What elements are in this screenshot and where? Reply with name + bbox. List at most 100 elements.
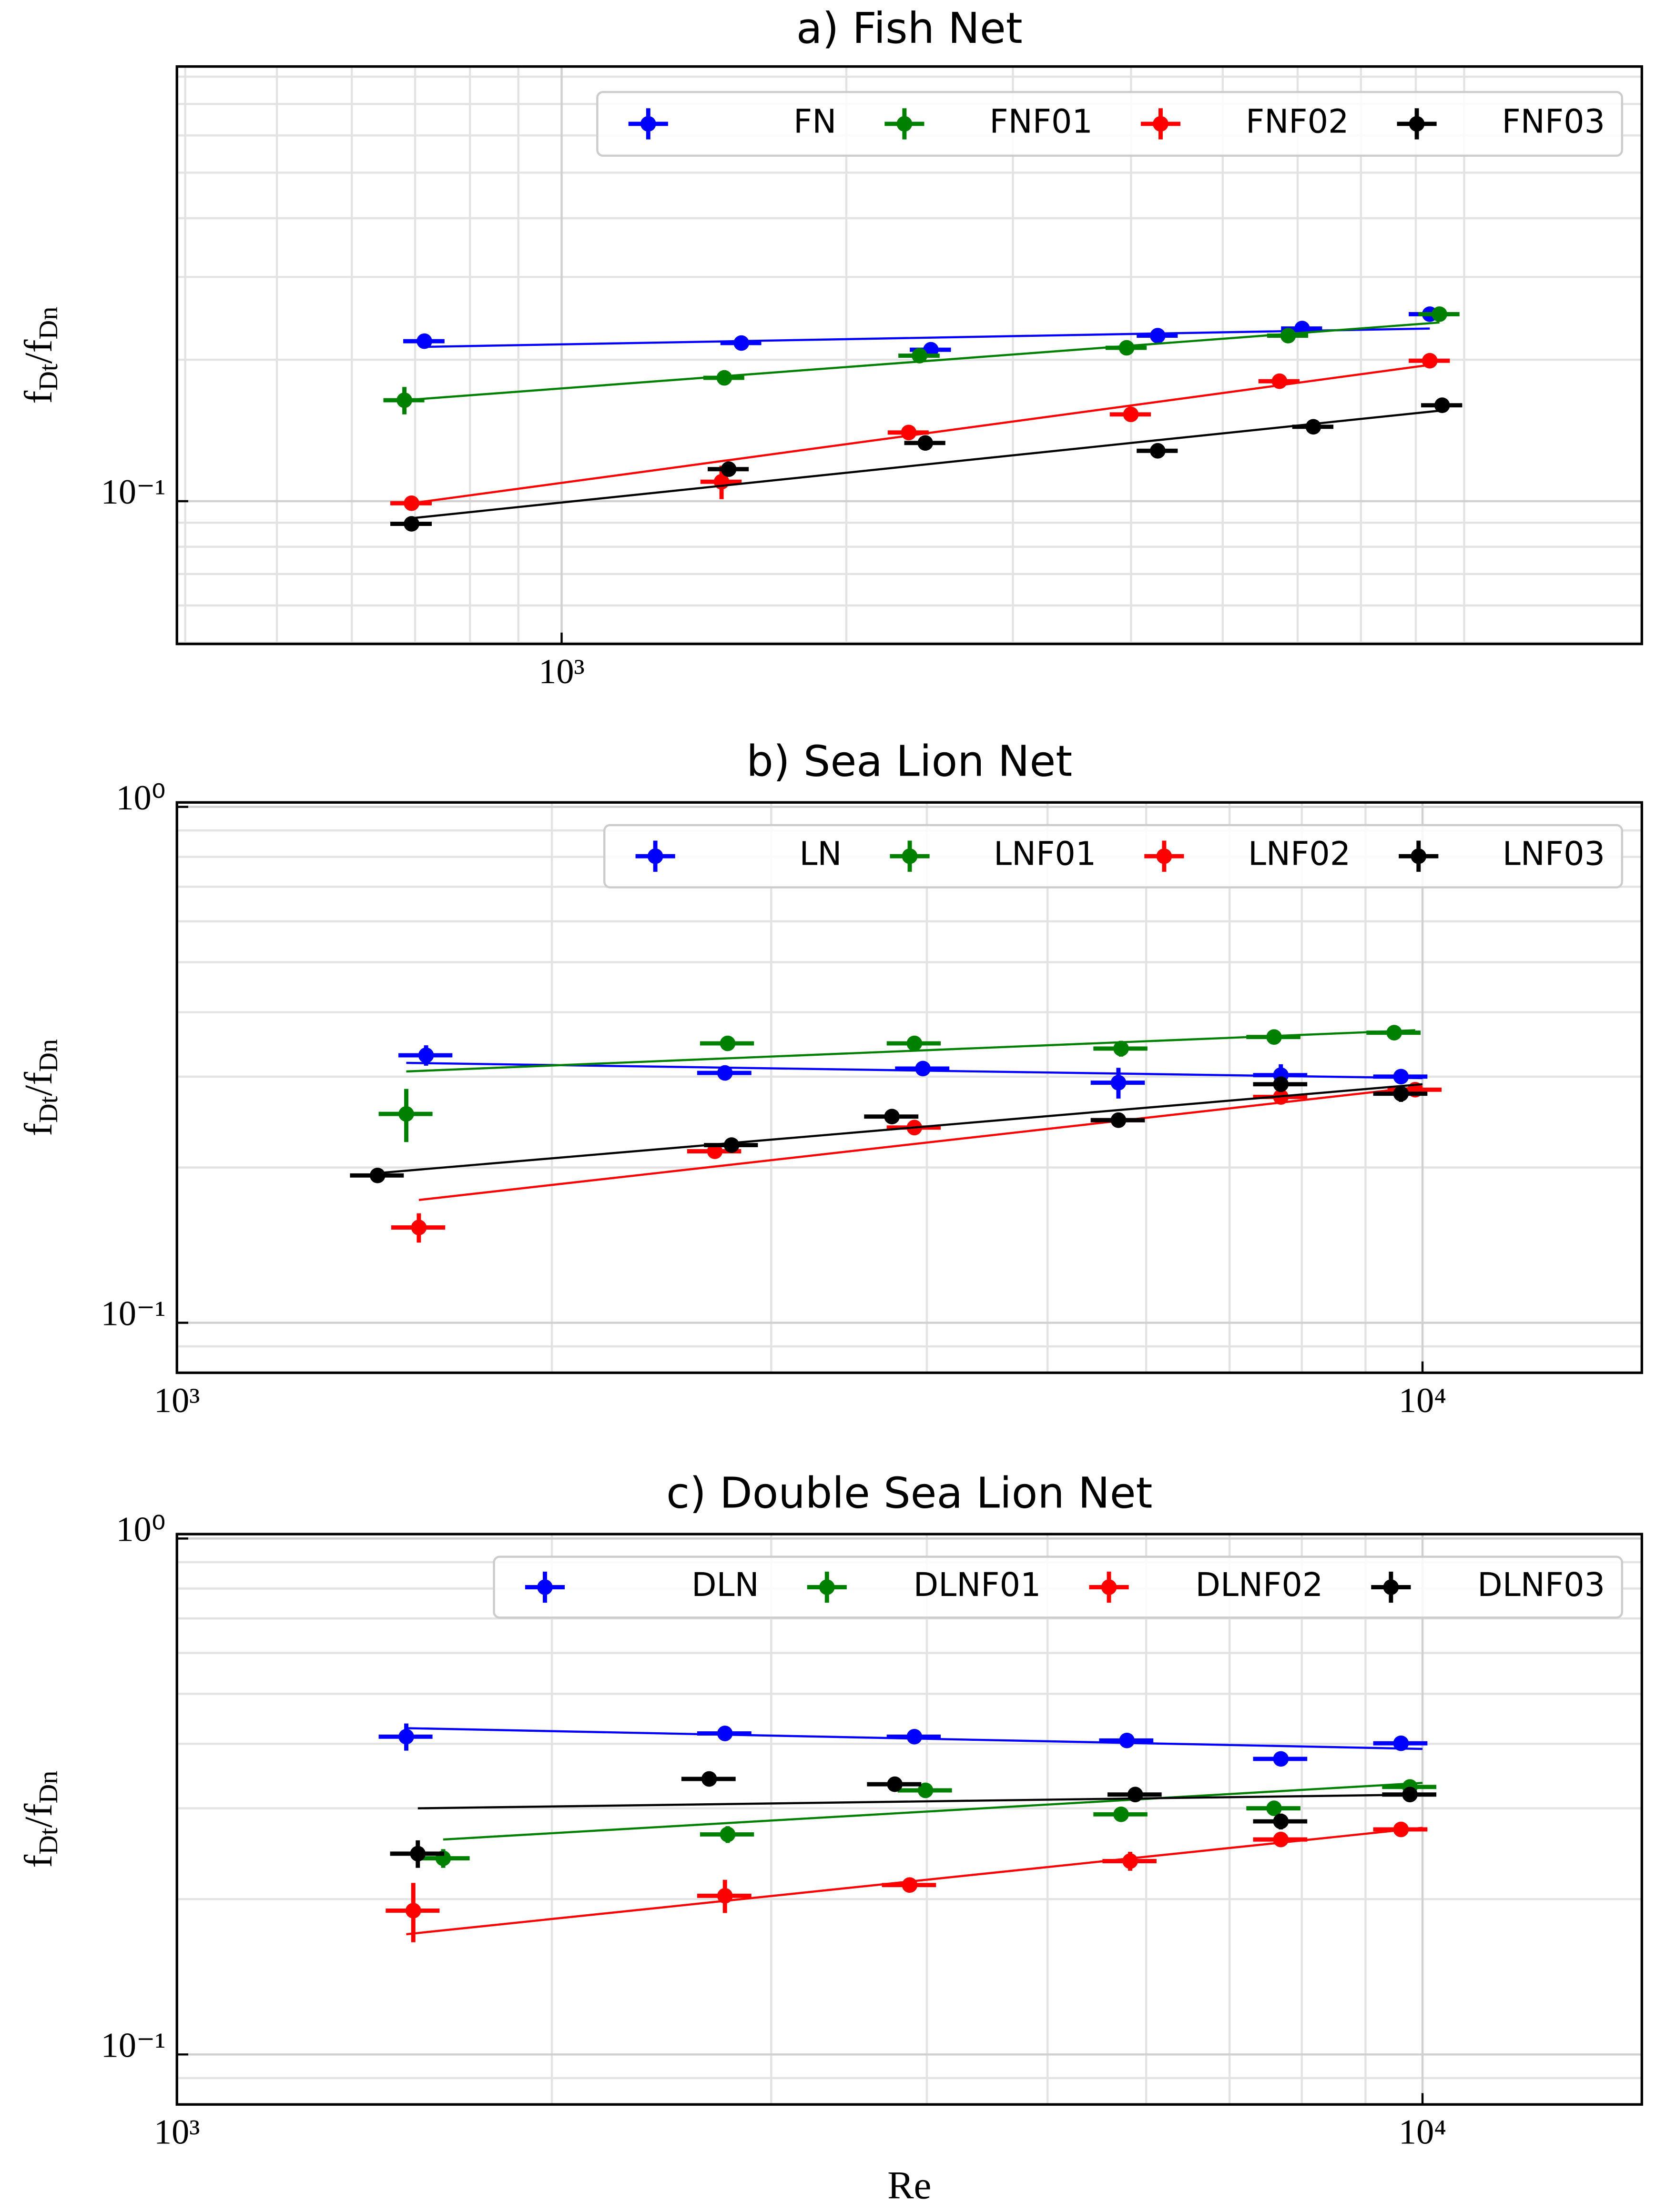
legend-marker	[647, 848, 663, 864]
panel: c) Double Sea Lion Net 10³ 10⁴ 10⁻¹ 10⁰ fDt/f…	[16, 1468, 1643, 2207]
legend-label: DLNF02	[1195, 1566, 1323, 1604]
data-point	[1113, 1040, 1129, 1057]
legend-label: FNF01	[989, 103, 1093, 141]
data-point	[1113, 1807, 1129, 1822]
data-point	[405, 1903, 421, 1919]
y-tick-label: 10⁻¹	[101, 2026, 166, 2065]
data-point	[1393, 1069, 1409, 1085]
legend-marker	[1153, 116, 1168, 132]
legend-label: LN	[799, 836, 842, 873]
legend-label: FN	[793, 103, 836, 141]
data-point	[915, 1061, 931, 1077]
data-point	[1271, 373, 1288, 389]
y-axis-label: fDt/fDn	[16, 1771, 63, 1868]
data-point	[1422, 353, 1438, 369]
data-point	[410, 1846, 426, 1862]
x-tick-label: 10⁴	[1399, 2113, 1446, 2152]
data-point	[398, 1106, 414, 1122]
x-tick-label: 10³	[538, 652, 585, 691]
legend-box	[596, 91, 1623, 157]
data-point	[902, 1877, 918, 1893]
data-point	[717, 1065, 733, 1081]
data-point	[404, 495, 419, 511]
data-point	[912, 348, 927, 364]
fit-line	[417, 1793, 1423, 1809]
data-point	[1119, 1732, 1135, 1748]
legend-marker	[1101, 1579, 1117, 1595]
x-tick-label: 10³	[154, 2113, 200, 2152]
data-point	[1434, 397, 1450, 413]
legend-label: DLNF01	[914, 1566, 1041, 1604]
data-point	[1110, 1075, 1127, 1091]
legend-label: FNF02	[1246, 103, 1349, 141]
legend-label: FNF03	[1502, 103, 1605, 141]
data-point	[1386, 1025, 1402, 1040]
chart-title: b) Sea Lion Net	[746, 737, 1072, 787]
data-point	[1402, 1787, 1418, 1803]
data-point	[1393, 1821, 1409, 1838]
chart-title: a) Fish Net	[796, 4, 1023, 53]
data-point	[1150, 443, 1166, 459]
data-point	[1266, 1029, 1282, 1045]
fit-line	[411, 409, 1443, 519]
legend-box	[603, 824, 1623, 889]
data-point	[1273, 1751, 1289, 1767]
data-point	[1118, 340, 1135, 356]
data-point	[1273, 1076, 1289, 1092]
legend-marker	[1409, 116, 1425, 132]
legend-marker	[1156, 848, 1172, 864]
data-point	[917, 435, 934, 451]
data-point	[404, 516, 419, 532]
legend-label: LNF02	[1248, 836, 1351, 873]
legend-marker	[640, 116, 656, 132]
data-point	[716, 370, 732, 386]
legend-label: DLNF03	[1477, 1566, 1605, 1604]
data-point	[721, 461, 737, 477]
legend-marker	[537, 1579, 553, 1595]
fit-line	[418, 1085, 1423, 1201]
data-point	[398, 1728, 414, 1745]
data-point	[1123, 406, 1139, 423]
data-point	[701, 1771, 717, 1787]
plot-frame	[175, 1533, 1643, 2106]
data-point	[717, 1888, 733, 1904]
x-tick-label: 10³	[154, 1381, 200, 1420]
data-point	[417, 333, 432, 349]
x-tick-label: 10⁴	[1399, 1381, 1446, 1420]
data-point	[1393, 1086, 1409, 1101]
data-point	[1150, 328, 1166, 343]
y-axis-label: fDt/fDn	[16, 307, 63, 404]
legend-marker	[1411, 848, 1427, 864]
plot-frame	[175, 65, 1643, 646]
y-axis-label: fDt/fDn	[16, 1039, 63, 1136]
data-point	[733, 335, 750, 351]
y-tick-label: 10⁰	[116, 1510, 165, 1549]
fit-line	[377, 1083, 1423, 1174]
fit-line	[424, 327, 1430, 348]
legend-marker	[902, 848, 918, 864]
data-point	[884, 1109, 900, 1125]
legend-label: LNF01	[994, 836, 1096, 873]
data-point	[720, 1035, 736, 1051]
data-point	[917, 1782, 934, 1798]
chart-title: c) Double Sea Lion Net	[666, 1468, 1152, 1518]
data-point	[418, 1047, 434, 1063]
data-point	[1280, 328, 1296, 343]
data-point	[369, 1167, 386, 1183]
data-point	[887, 1776, 903, 1792]
data-point	[396, 392, 412, 408]
data-point	[1122, 1853, 1138, 1869]
data-point	[1273, 1831, 1289, 1848]
data-point	[1305, 419, 1321, 435]
data-point	[901, 424, 917, 441]
data-point	[1110, 1112, 1127, 1128]
data-point	[720, 1827, 736, 1842]
legend-marker	[819, 1579, 835, 1595]
data-point	[1273, 1813, 1289, 1829]
legend-box	[493, 1555, 1623, 1619]
data-point	[906, 1035, 923, 1051]
y-tick-label: 10⁻¹	[101, 1294, 166, 1333]
panel: b) Sea Lion Net 10³ 10⁴ 10⁻¹ 10⁰ fDt/fDn LN LNF…	[16, 737, 1643, 1420]
fit-line	[443, 1782, 1423, 1841]
